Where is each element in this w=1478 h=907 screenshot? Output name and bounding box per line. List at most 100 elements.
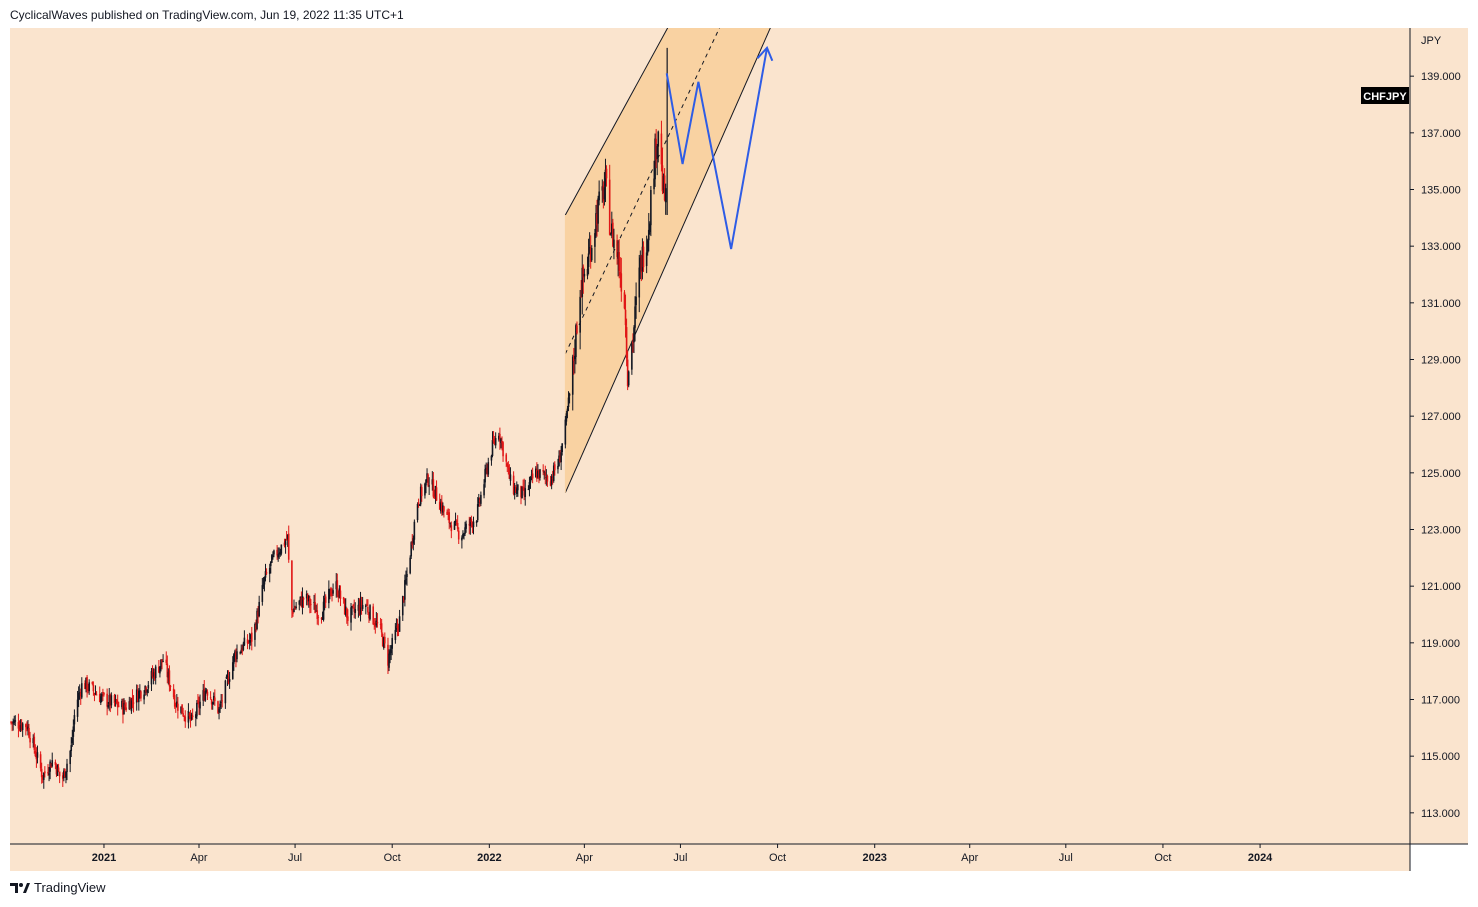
candle bbox=[233, 653, 235, 671]
candle bbox=[88, 679, 90, 695]
candle bbox=[634, 296, 636, 342]
candle bbox=[42, 772, 45, 789]
candle bbox=[521, 486, 523, 499]
candle bbox=[543, 470, 546, 480]
candle bbox=[654, 133, 656, 187]
x-tick-label: Jul bbox=[673, 852, 687, 864]
y-tick-label: 117.000 bbox=[1421, 695, 1460, 707]
candle bbox=[581, 254, 584, 315]
candle bbox=[388, 649, 390, 672]
candle bbox=[131, 689, 134, 709]
candle bbox=[224, 679, 227, 709]
candle bbox=[469, 516, 472, 535]
candle bbox=[403, 596, 405, 603]
candle bbox=[310, 599, 312, 613]
candle bbox=[534, 466, 537, 478]
candle bbox=[122, 698, 124, 724]
candle bbox=[261, 578, 264, 606]
candle bbox=[287, 525, 290, 563]
candle bbox=[166, 655, 169, 684]
candle bbox=[152, 668, 155, 685]
candle bbox=[34, 744, 37, 758]
candle bbox=[550, 474, 553, 490]
candle bbox=[197, 694, 199, 705]
candle bbox=[263, 576, 266, 592]
candle bbox=[150, 667, 153, 691]
projection-polyline[interactable] bbox=[665, 47, 768, 250]
candle bbox=[293, 599, 295, 613]
candle bbox=[579, 289, 581, 350]
candle bbox=[33, 732, 36, 754]
x-tick-label: 2022 bbox=[477, 852, 501, 864]
candle bbox=[73, 709, 76, 732]
candle bbox=[101, 692, 103, 703]
candle bbox=[557, 458, 559, 474]
candle bbox=[291, 559, 293, 619]
candle bbox=[55, 763, 58, 778]
candle bbox=[376, 613, 379, 628]
candles bbox=[10, 47, 668, 789]
candle bbox=[455, 519, 458, 526]
projection-path[interactable] bbox=[665, 45, 774, 250]
candle bbox=[63, 768, 65, 782]
candle bbox=[182, 707, 184, 717]
footer-brand[interactable]: TradingView bbox=[10, 880, 106, 895]
candle bbox=[226, 670, 229, 686]
candle bbox=[545, 469, 548, 486]
candle bbox=[324, 594, 327, 609]
candle bbox=[571, 354, 574, 411]
candle bbox=[546, 474, 549, 487]
candle bbox=[114, 694, 117, 707]
y-tick-label: 115.000 bbox=[1421, 751, 1460, 763]
symbol-badge[interactable]: CHFJPY bbox=[1361, 87, 1409, 104]
candle bbox=[196, 700, 198, 720]
channel-upper-line[interactable] bbox=[564, 0, 937, 216]
candle bbox=[447, 508, 449, 521]
candle bbox=[649, 221, 651, 235]
candle bbox=[552, 462, 555, 483]
candle bbox=[354, 602, 357, 619]
candle bbox=[250, 626, 253, 651]
candle bbox=[64, 768, 66, 778]
candle bbox=[247, 640, 250, 644]
candle bbox=[360, 596, 363, 615]
candle bbox=[189, 709, 192, 728]
y-tick-label: 139.000 bbox=[1421, 71, 1461, 83]
candle bbox=[641, 238, 644, 280]
candle bbox=[21, 722, 24, 737]
candle bbox=[468, 516, 471, 535]
candle bbox=[618, 239, 621, 279]
candle bbox=[154, 664, 157, 685]
candle bbox=[450, 521, 453, 539]
candle bbox=[240, 644, 243, 654]
y-tick-label: 137.000 bbox=[1421, 128, 1461, 140]
candle bbox=[255, 619, 257, 633]
candle bbox=[493, 435, 496, 446]
candle bbox=[205, 688, 208, 694]
candle bbox=[529, 476, 532, 489]
candle bbox=[512, 471, 515, 496]
candle bbox=[558, 450, 560, 467]
candle bbox=[113, 693, 116, 707]
candle bbox=[176, 694, 178, 708]
candle bbox=[441, 495, 443, 516]
candle bbox=[110, 692, 113, 709]
candle bbox=[271, 554, 273, 563]
candle bbox=[12, 718, 14, 731]
candle bbox=[664, 183, 667, 215]
candle bbox=[123, 698, 125, 715]
price-axis[interactable]: 139.000 137.000 135.000 133.000 131.000 129.0… bbox=[1410, 71, 1461, 820]
candle bbox=[13, 715, 16, 726]
candle bbox=[465, 520, 467, 533]
y-tick-label: 121.000 bbox=[1421, 581, 1461, 593]
candle bbox=[98, 686, 101, 703]
candle bbox=[272, 551, 274, 560]
time-axis[interactable]: 2021 Apr Jul Oct 2022 Apr Jul Oct 2023 Apr Jul Oct 2… bbox=[92, 844, 1273, 864]
candle bbox=[28, 723, 30, 739]
channel-median-line[interactable] bbox=[564, 0, 937, 355]
candle bbox=[479, 497, 481, 507]
candle bbox=[86, 675, 88, 698]
candle bbox=[645, 235, 648, 274]
candle bbox=[91, 681, 94, 686]
